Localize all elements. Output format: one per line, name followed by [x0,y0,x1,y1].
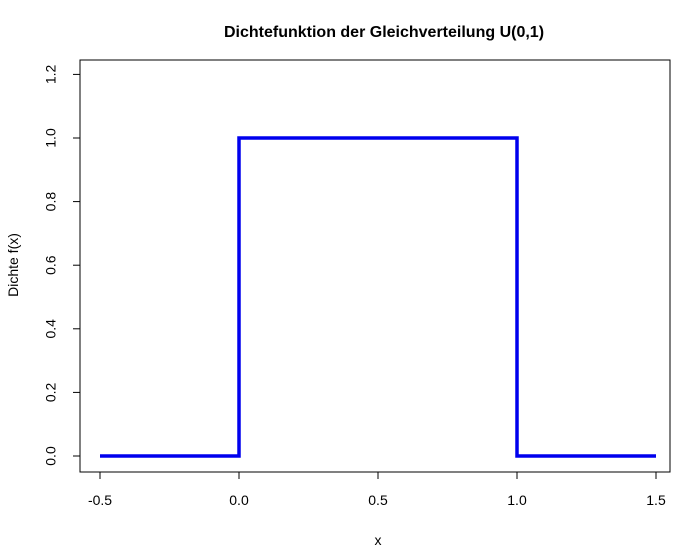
x-tick-label: 1.0 [507,492,527,508]
x-tick-label: 0.5 [368,492,388,508]
y-axis-label: Dichte f(x) [5,233,21,297]
y-tick-label: 1.0 [43,128,59,148]
series-layer [100,136,656,458]
y-tick-label: 0.8 [43,192,59,212]
y-tick-label: 1.2 [43,64,59,84]
chart-title: Dichtefunktion der Gleichverteilung U(0,… [224,24,544,41]
x-tick-label: 0.0 [229,492,249,508]
density-line [100,136,656,458]
y-tick-label: 0.2 [43,382,59,402]
y-tick-label: 0.4 [43,319,59,339]
x-tick-label: 1.5 [646,492,666,508]
x-tick-label: -0.5 [88,492,112,508]
y-axis: 0.0 0.2 0.4 0.6 0.8 1.0 1.2 [43,64,81,466]
x-axis: -0.5 0.0 0.5 1.0 1.5 [88,471,666,508]
x-axis-label: x [375,532,382,548]
y-tick-label: 0.6 [43,255,59,275]
y-tick-label: 0.0 [43,446,59,466]
plot-frame [79,59,671,473]
